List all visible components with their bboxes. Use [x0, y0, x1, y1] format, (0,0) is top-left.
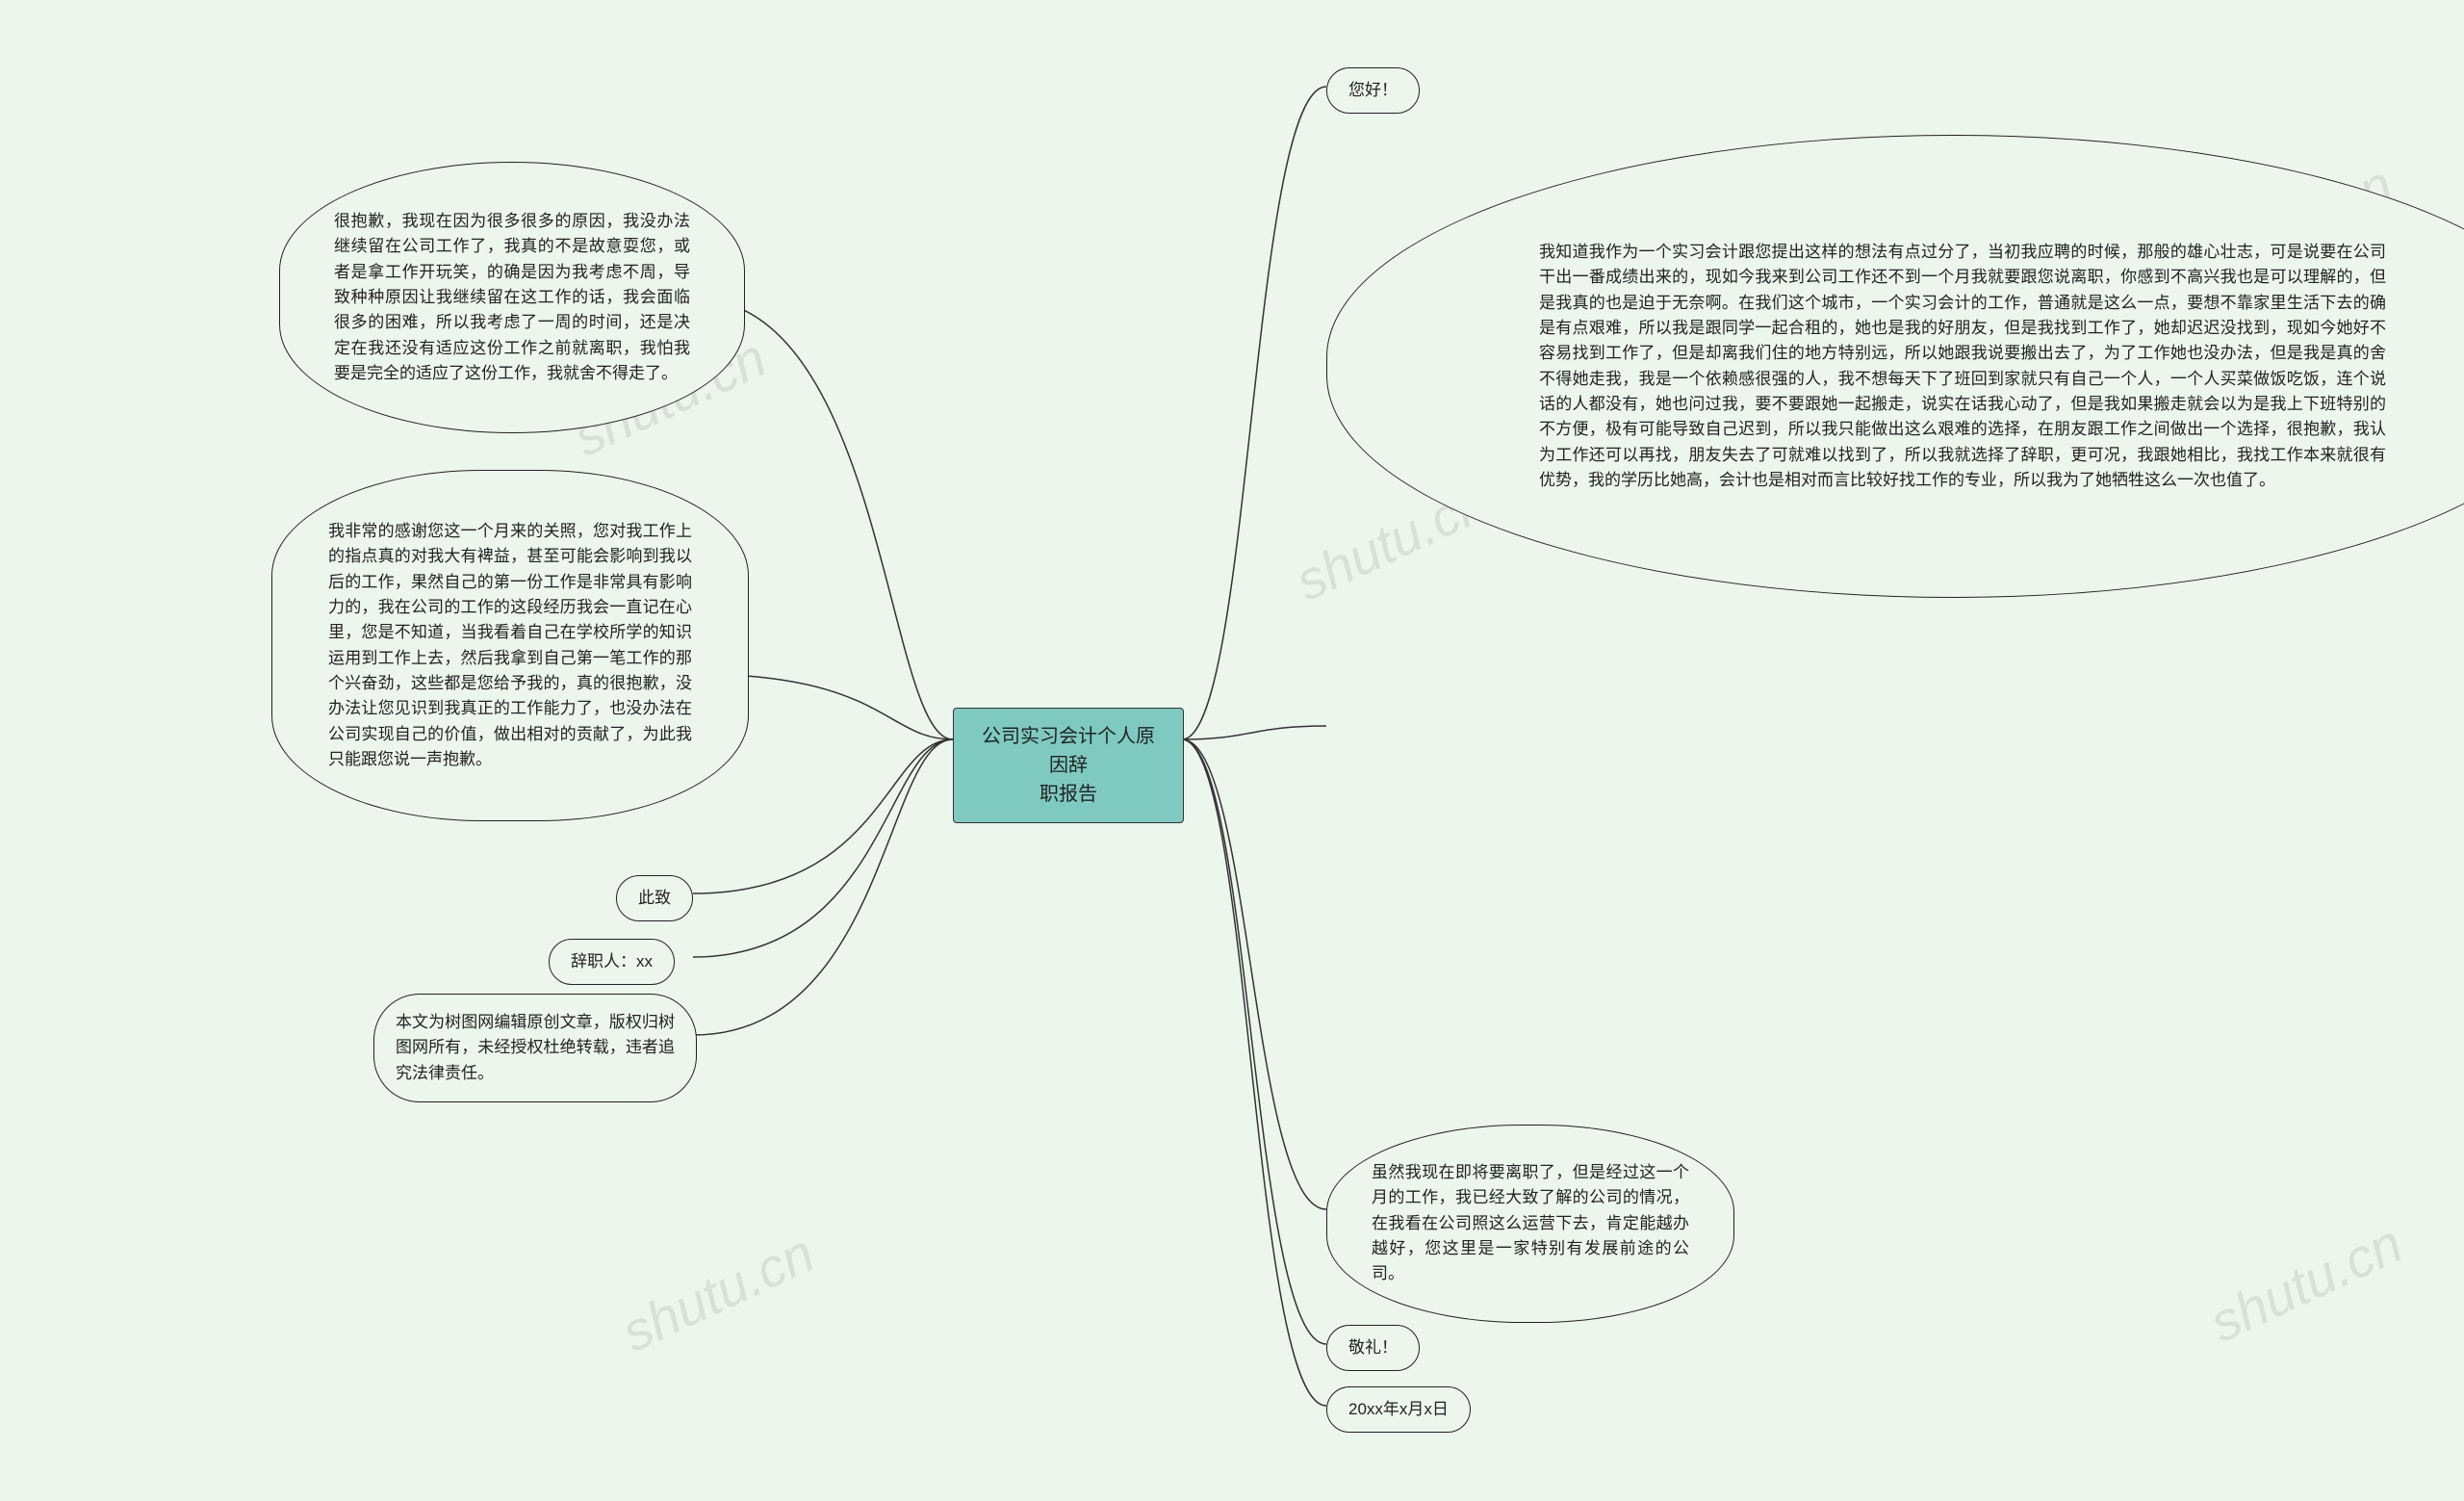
left-person: 辞职人：xx: [549, 939, 675, 985]
left-copyright: 本文为树图网编辑原创文章，版权归树图网所有，未经授权杜绝转载，违者追究法律责任。: [373, 994, 697, 1102]
central-title: 公司实习会计个人原因辞职报告: [953, 708, 1184, 823]
left-apology: 很抱歉，我现在因为很多很多的原因，我没办法继续留在公司工作了，我真的不是故意耍您…: [279, 162, 745, 433]
watermark: shutu.cn: [612, 1221, 823, 1363]
right-greeting: 您好！: [1326, 67, 1420, 114]
left-gratitude: 我非常的感谢您这一个月来的关照，您对我工作上的指点真的对我大有裨益，甚至可能会影…: [271, 470, 749, 821]
left-cizhi: 此致: [616, 875, 693, 921]
right-company-wish: 虽然我现在即将要离职了，但是经过这一个月的工作，我已经大致了解的公司的情况，在我…: [1326, 1125, 1734, 1323]
right-jingli: 敬礼！: [1326, 1325, 1420, 1371]
watermark: shutu.cn: [2200, 1211, 2411, 1354]
right-main-text: 我知道我作为一个实习会计跟您提出这样的想法有点过分了，当初我应聘的时候，那般的雄…: [1326, 135, 2464, 598]
right-date: 20xx年x月x日: [1326, 1386, 1471, 1433]
